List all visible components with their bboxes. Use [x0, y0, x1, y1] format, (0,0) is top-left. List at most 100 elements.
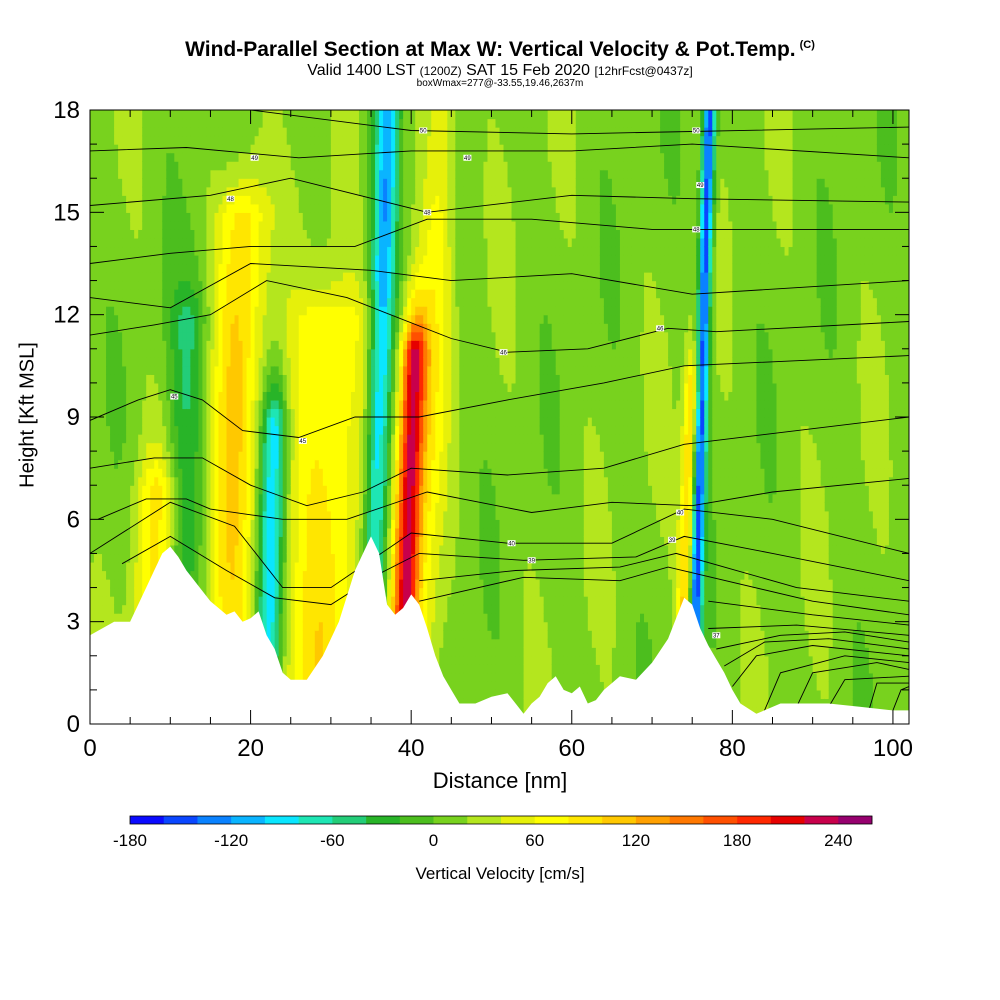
velocity-cell [202, 417, 208, 427]
velocity-cell [238, 357, 244, 367]
velocity-cell [330, 527, 336, 537]
velocity-cell [198, 527, 204, 537]
velocity-cell [306, 110, 312, 120]
velocity-cell [162, 451, 167, 461]
velocity-cell [178, 306, 183, 316]
velocity-cell [238, 246, 244, 256]
velocity-cell [274, 365, 280, 375]
velocity-cell [118, 527, 123, 537]
velocity-cell [206, 127, 212, 137]
velocity-cell [342, 306, 348, 316]
box-wmax-info: boxWmax=277@-33.55,19.46,2637m [416, 78, 584, 89]
velocity-cell [202, 186, 208, 196]
velocity-cell [202, 544, 208, 555]
velocity-cell [314, 425, 320, 435]
velocity-cell [306, 323, 312, 333]
velocity-cell [178, 272, 183, 282]
velocity-cell [110, 357, 115, 367]
velocity-cell [138, 314, 143, 324]
velocity-cell [218, 289, 224, 299]
velocity-cell [246, 135, 252, 145]
velocity-cell [90, 212, 95, 222]
velocity-cell [298, 570, 304, 580]
velocity-cell [262, 459, 268, 469]
velocity-cell [282, 127, 288, 137]
velocity-cell [118, 263, 123, 273]
velocity-cell [322, 596, 328, 606]
velocity-cell [314, 374, 320, 384]
velocity-cell [230, 289, 236, 299]
velocity-cell [310, 144, 316, 154]
velocity-cell [126, 468, 131, 478]
velocity-cell [282, 647, 288, 657]
velocity-cell [234, 229, 240, 239]
velocity-cell [118, 203, 123, 213]
velocity-cell [122, 459, 127, 469]
velocity-cell [230, 425, 236, 435]
velocity-cell [178, 374, 183, 384]
velocity-cell [122, 365, 127, 375]
velocity-cell [318, 647, 324, 657]
velocity-cell [190, 527, 195, 537]
velocity-cell [318, 272, 324, 282]
velocity-cell [294, 127, 300, 137]
velocity-cell [94, 110, 99, 120]
velocity-cell [294, 630, 300, 640]
velocity-cell [134, 314, 139, 324]
velocity-cell [198, 178, 204, 188]
velocity-cell [162, 220, 167, 230]
velocity-cell [234, 110, 240, 120]
velocity-cell [110, 212, 115, 222]
velocity-cell [294, 203, 300, 213]
velocity-cell [150, 110, 155, 120]
velocity-cell [242, 502, 248, 512]
velocity-cell [158, 365, 163, 375]
velocity-cell [258, 434, 264, 444]
velocity-cell [142, 110, 147, 120]
velocity-cell [222, 382, 228, 393]
velocity-cell [310, 135, 316, 145]
velocity-cell [363, 510, 368, 520]
velocity-cell [286, 536, 292, 546]
velocity-cell [138, 212, 143, 222]
velocity-cell [146, 527, 151, 537]
velocity-cell [342, 485, 348, 495]
velocity-cell [154, 289, 159, 299]
velocity-cell [122, 127, 127, 137]
velocity-cell [330, 178, 336, 188]
velocity-cell [254, 323, 260, 333]
velocity-cell [350, 186, 356, 196]
velocity-cell [338, 314, 344, 324]
velocity-cell [294, 553, 300, 563]
velocity-cell [346, 502, 352, 512]
velocity-cell [130, 459, 135, 469]
velocity-cell [122, 110, 127, 120]
velocity-cell [302, 544, 308, 555]
velocity-cell [250, 127, 256, 137]
velocity-cell [342, 323, 348, 333]
velocity-cell [278, 519, 284, 529]
velocity-cell [218, 553, 224, 563]
velocity-cell [222, 237, 228, 248]
velocity-cell [290, 169, 296, 179]
velocity-cell [106, 382, 111, 393]
velocity-cell [98, 468, 103, 478]
velocity-cell [90, 502, 95, 512]
velocity-cell [158, 382, 163, 393]
velocity-cell [194, 434, 199, 444]
velocity-cell [106, 110, 111, 120]
velocity-cell [218, 254, 224, 265]
velocity-cell [214, 544, 220, 555]
velocity-cell [150, 306, 155, 316]
velocity-cell [278, 220, 284, 230]
velocity-cell [206, 306, 212, 316]
velocity-cell [363, 399, 368, 410]
velocity-cell [142, 118, 147, 128]
velocity-cell [342, 399, 348, 410]
valid-time: Valid 1400 LST [307, 62, 416, 79]
velocity-cell [334, 272, 340, 282]
velocity-cell [138, 442, 143, 452]
velocity-cell [134, 365, 139, 375]
velocity-cell [310, 536, 316, 546]
velocity-cell [342, 391, 348, 401]
